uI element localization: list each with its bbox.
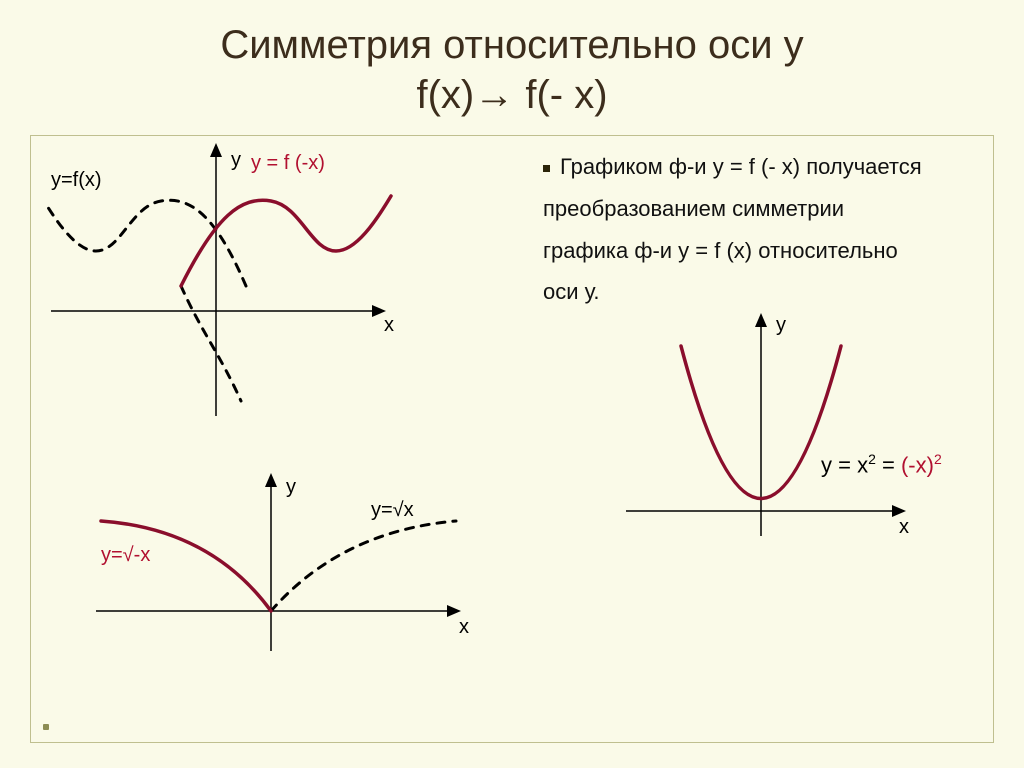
body-line-3: графика ф-и у = f (x) относительно: [543, 238, 898, 263]
body-line-4: оси у.: [543, 279, 600, 304]
bullet-icon: [543, 165, 550, 172]
fx-label: y=f(x): [51, 169, 102, 191]
body-line-1: Графиком ф-и у = f (- x) получается: [560, 154, 922, 179]
eq-sup-2: 2: [934, 451, 942, 467]
slide-title: Симметрия относительно оси у f(x)→ f(- x…: [0, 0, 1024, 120]
eq-part-red: (-x): [901, 452, 934, 477]
title-line-2: f(x)→ f(- x): [0, 70, 1024, 120]
axis-x-label: x: [384, 314, 394, 336]
parabola-equation: y = x2 = (-x)2: [821, 451, 942, 478]
body-line-2: преобразованием симметрии: [543, 196, 844, 221]
eq-sup-1: 2: [868, 451, 876, 467]
corner-marker: [43, 724, 49, 730]
f-minus-x-label: y = f (-x): [251, 152, 325, 174]
sqrt-neg-label: у=√-х: [101, 544, 150, 566]
axis-y-label-2: y: [286, 476, 296, 498]
slide: Симметрия относительно оси у f(x)→ f(- x…: [0, 0, 1024, 768]
eq-part-mid: =: [876, 452, 901, 477]
chart-sqrt: y x у=√-х у=√х: [91, 471, 471, 671]
axis-y-label: y: [231, 149, 241, 171]
axis-x-label-3: x: [899, 516, 909, 538]
axis-y-label-3: y: [776, 314, 786, 336]
sqrt-pos-label: у=√х: [371, 499, 414, 521]
explanation-text: Графиком ф-и у = f (- x) получается прео…: [543, 146, 973, 313]
content-frame: Графиком ф-и у = f (- x) получается прео…: [30, 135, 994, 743]
chart-parabola: y x: [621, 311, 921, 551]
chart-reflection: y x y=f(x) y = f (-x): [46, 141, 406, 431]
axis-x-label-2: x: [459, 616, 469, 638]
title-line-1: Симметрия относительно оси у: [0, 20, 1024, 70]
eq-part-1: y = x: [821, 452, 868, 477]
